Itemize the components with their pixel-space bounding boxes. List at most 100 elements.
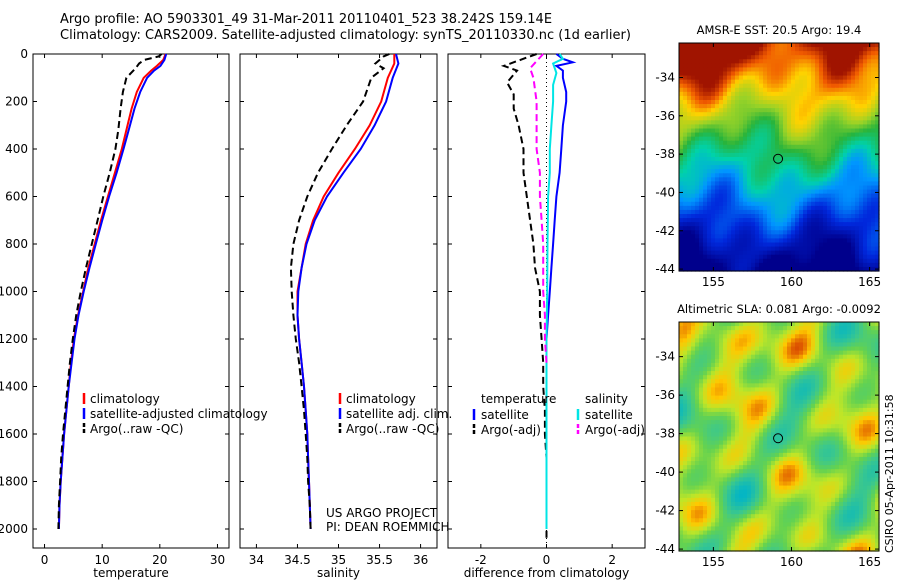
map-cell xyxy=(815,342,820,348)
map-cell xyxy=(791,193,796,199)
map-cell xyxy=(723,148,728,154)
map-cell xyxy=(871,230,876,235)
map-cell xyxy=(847,350,852,356)
map-cell xyxy=(731,43,736,48)
map-cell xyxy=(835,209,840,215)
map-cell xyxy=(823,148,828,154)
map-cell xyxy=(743,189,748,195)
map-cell xyxy=(863,136,868,142)
map-cell xyxy=(775,465,780,470)
map-cell xyxy=(735,193,740,199)
map-cell xyxy=(799,432,804,438)
map-cell xyxy=(851,395,856,401)
map-cell xyxy=(787,436,792,442)
map-cell xyxy=(851,366,856,372)
map-cell xyxy=(703,95,708,101)
map-cell xyxy=(683,120,688,126)
map-cell xyxy=(691,197,696,203)
map-cell xyxy=(735,148,740,154)
map-cell xyxy=(683,456,688,462)
map-cell xyxy=(699,132,704,138)
map-cell xyxy=(691,157,696,162)
map-cell xyxy=(683,95,688,101)
map-cell xyxy=(747,140,752,146)
map-cell xyxy=(763,424,768,429)
map-cell xyxy=(695,258,700,264)
y-tick-label: -44 xyxy=(655,262,675,276)
map-cell xyxy=(871,403,876,409)
map-cell xyxy=(695,465,700,470)
map-cell xyxy=(727,226,732,231)
map-cell xyxy=(747,136,752,142)
map-cell xyxy=(727,338,732,344)
map-cell xyxy=(759,161,764,166)
map-cell xyxy=(759,157,764,162)
map-cell xyxy=(811,326,816,331)
map-cell xyxy=(807,161,812,166)
map-cell xyxy=(843,444,848,450)
map-cell xyxy=(867,124,872,130)
map-cell xyxy=(803,209,808,215)
map-cell xyxy=(699,350,704,356)
map-cell xyxy=(727,120,732,126)
map-cell xyxy=(839,112,844,117)
map-cell xyxy=(703,338,708,344)
map-cell xyxy=(807,165,812,170)
map-cell xyxy=(723,230,728,235)
map-cell xyxy=(775,258,780,264)
map-cell xyxy=(747,407,752,413)
map-cell xyxy=(763,197,768,203)
map-cell xyxy=(771,444,776,450)
map-cell xyxy=(831,354,836,360)
map-cell xyxy=(703,91,708,97)
map-cell xyxy=(811,95,816,101)
map-cell xyxy=(871,226,876,231)
map-cell xyxy=(811,469,816,474)
map-cell xyxy=(811,407,816,413)
map-cell xyxy=(735,79,740,85)
map-cell xyxy=(735,181,740,187)
map-cell xyxy=(819,395,824,401)
map-cell xyxy=(767,185,772,191)
map-cell xyxy=(699,481,704,487)
map-cell xyxy=(787,140,792,146)
map-cell xyxy=(835,403,840,409)
map-cell xyxy=(751,342,756,348)
map-cell xyxy=(875,112,880,117)
map-cell xyxy=(859,108,864,113)
map-cell xyxy=(823,226,828,231)
series-line-1 xyxy=(545,53,577,340)
map-cell xyxy=(703,100,708,105)
map-cell xyxy=(787,428,792,434)
map-cell xyxy=(723,362,728,368)
map-cell xyxy=(715,59,720,64)
map-cell xyxy=(835,157,840,162)
map-cell xyxy=(759,234,764,240)
map-cell xyxy=(679,371,684,376)
map-cell xyxy=(867,469,872,474)
map-cell xyxy=(835,238,840,244)
map-cell xyxy=(787,63,792,69)
map-cell xyxy=(791,469,796,474)
map-cell xyxy=(759,59,764,64)
map-cell xyxy=(759,238,764,244)
map-cell xyxy=(807,456,812,462)
map-cell xyxy=(787,83,792,89)
map-cell xyxy=(839,403,844,409)
map-cell xyxy=(843,55,848,60)
map-cell xyxy=(775,136,780,142)
map-cell xyxy=(691,379,696,384)
map-cell xyxy=(683,379,688,384)
map-cell xyxy=(751,100,756,105)
map-cell xyxy=(703,173,708,178)
map-cell xyxy=(799,399,804,405)
map-cell xyxy=(839,234,844,240)
map-cell xyxy=(743,383,748,389)
map-cell xyxy=(815,144,820,150)
map-cell xyxy=(703,181,708,187)
map-cell xyxy=(695,416,700,421)
map-cell xyxy=(719,177,724,183)
map-cell xyxy=(743,436,748,442)
map-cell xyxy=(767,87,772,93)
